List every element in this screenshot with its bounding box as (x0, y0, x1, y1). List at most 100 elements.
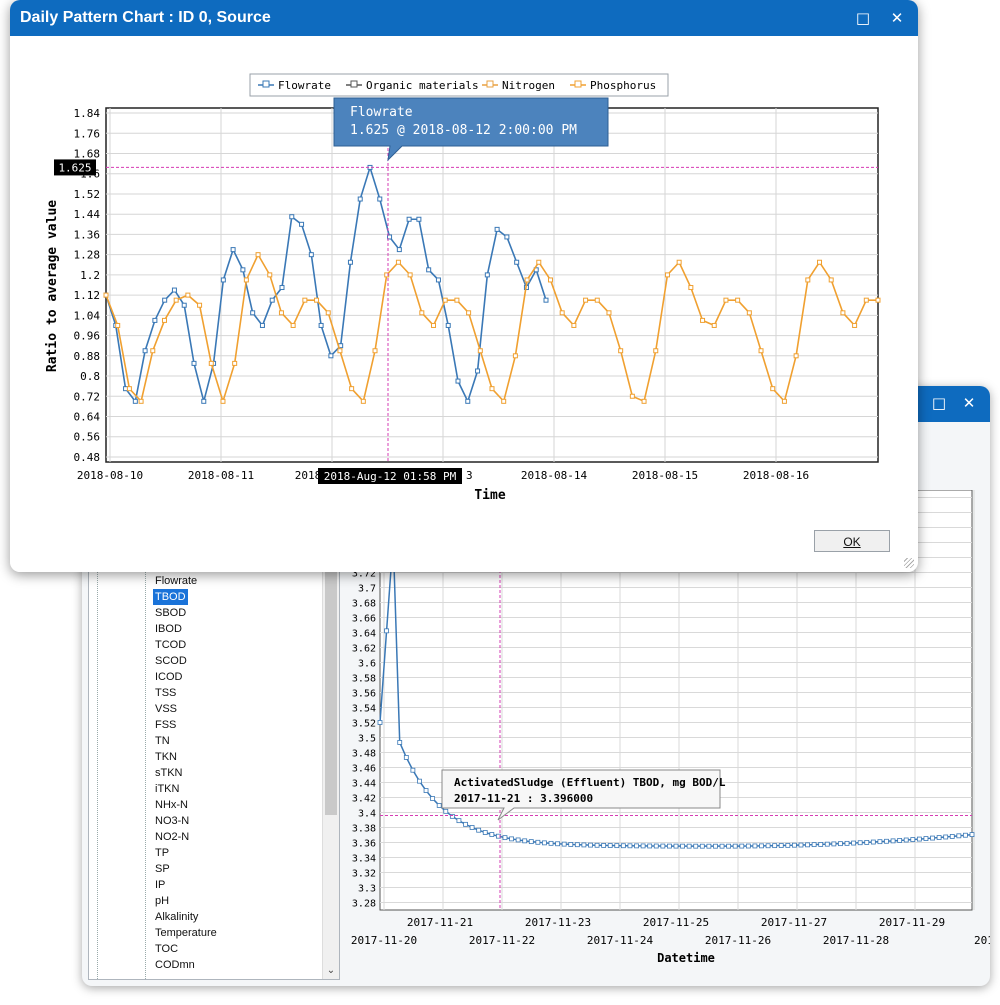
y-tick-label: 3.44 (352, 779, 376, 790)
data-point (349, 386, 355, 392)
tree-item[interactable]: SCOD (155, 655, 187, 667)
tree-item[interactable]: TOC (155, 943, 179, 955)
data-point (426, 267, 432, 273)
data-point (132, 398, 138, 404)
data-point (384, 272, 390, 278)
tree-item[interactable]: TCOD (155, 639, 187, 651)
data-point (502, 835, 508, 841)
tree-item[interactable]: iTKN (155, 783, 180, 795)
data-point (884, 838, 889, 844)
data-point (465, 398, 471, 404)
data-point (161, 317, 167, 323)
tree-item[interactable]: CODmn (155, 959, 195, 971)
y-tick-label: 3.6 (358, 659, 376, 670)
data-point (243, 277, 249, 283)
close-icon[interactable]: ✕ (890, 9, 904, 27)
data-point (466, 310, 472, 316)
front-window-titlebar[interactable]: Daily Pattern Chart : ID 0, Source □ ✕ (10, 0, 918, 36)
data-point (660, 843, 666, 849)
maximize-icon[interactable]: □ (931, 394, 947, 412)
y-tick-label: 3.46 (352, 764, 376, 775)
data-point (406, 216, 412, 222)
y-tick-label: 0.64 (74, 410, 101, 423)
scroll-down-arrow-icon[interactable]: ⌄ (326, 965, 336, 976)
data-point (255, 252, 261, 258)
tree-item[interactable]: ICOD (155, 671, 183, 683)
tree-item[interactable]: Flowrate (155, 575, 198, 587)
x-tick-label: 2018-08-11 (188, 469, 254, 482)
x-tick-label: 2018 (295, 469, 322, 482)
tree-item[interactable]: NHx-N (155, 799, 188, 811)
tree-item[interactable]: Alkalinity (155, 911, 199, 923)
y-tick-label: 1.44 (74, 208, 101, 221)
close-icon[interactable]: ✕ (962, 394, 976, 412)
y-tick-label: 1.04 (74, 309, 101, 322)
tree-item[interactable]: pH (155, 895, 170, 907)
x-tick-label: 2017-11-28 (823, 934, 889, 947)
tree-item[interactable]: VSS (155, 703, 178, 715)
y-tick-label: 3.4 (358, 809, 376, 820)
window-title: Daily Pattern Chart : ID 0, Source (20, 9, 271, 26)
data-point (185, 292, 191, 298)
y-tick-label: 3.32 (352, 869, 376, 880)
ok-button[interactable]: OK (814, 530, 890, 552)
data-point (818, 842, 824, 847)
tree-item[interactable]: sTKN (155, 767, 183, 779)
data-point (449, 813, 455, 819)
legend-marker (486, 80, 494, 88)
data-point (916, 836, 922, 842)
x-tick-label: 2018-08-15 (632, 469, 698, 482)
data-point (910, 837, 916, 842)
tree-item[interactable]: IP (155, 879, 166, 891)
data-point (870, 839, 876, 845)
x-tick-label: 2017-11-26 (705, 934, 771, 947)
x-tick-label: 2018-08-16 (743, 469, 809, 482)
data-point (302, 297, 308, 303)
data-point (442, 297, 448, 303)
y-tick-label: 3.3 (358, 884, 376, 895)
data-point (811, 842, 817, 848)
data-point (680, 843, 685, 849)
tree-item[interactable]: TKN (155, 751, 177, 763)
tree-scrollbar[interactable]: ⌄ (322, 565, 339, 979)
y-tick-label: 3.34 (352, 854, 376, 865)
tree-item[interactable]: NO2-N (155, 831, 190, 843)
scrollbar-thumb[interactable] (325, 565, 337, 815)
tree-item[interactable]: SP (155, 863, 170, 875)
tree-item[interactable]: IBOD (155, 623, 182, 635)
data-point (719, 843, 725, 849)
tree-item[interactable]: SBOD (155, 607, 187, 619)
data-point (191, 360, 197, 366)
tooltip-box (441, 769, 721, 821)
data-point (732, 843, 738, 849)
data-point (828, 277, 834, 283)
tooltip-series: Flowrate (350, 105, 413, 120)
tree-item[interactable]: TN (155, 735, 170, 747)
data-point (791, 842, 797, 848)
y-tick-label: 0.96 (74, 330, 101, 343)
tree-item[interactable]: TSS (155, 687, 177, 699)
y-tick-label: 3.68 (352, 599, 376, 610)
tooltip-series: ActivatedSludge (Effluent) TBOD, mg BOD/… (454, 776, 726, 789)
data-point (417, 778, 422, 784)
data-point (357, 196, 363, 202)
resize-grip-icon[interactable] (904, 558, 914, 568)
tooltip-box (333, 97, 609, 162)
data-point (325, 310, 331, 316)
tree-item[interactable]: NO3-N (155, 815, 190, 827)
tree-item[interactable]: Temperature (155, 927, 217, 939)
maximize-icon[interactable]: □ (855, 9, 871, 27)
data-point (509, 836, 514, 842)
legend-box (249, 73, 669, 97)
data-point (395, 259, 401, 265)
tooltip-value: 1.625 @ 2018-08-12 2:00:00 PM (350, 123, 577, 138)
data-point (220, 277, 226, 283)
data-point (208, 360, 214, 366)
data-point (606, 310, 612, 316)
tree-item[interactable]: FSS (155, 719, 177, 731)
data-point (778, 843, 784, 848)
tree-item[interactable]: TP (155, 847, 170, 859)
tree-item[interactable]: TBOD (153, 589, 188, 605)
data-point (588, 842, 593, 848)
data-point (436, 803, 442, 808)
